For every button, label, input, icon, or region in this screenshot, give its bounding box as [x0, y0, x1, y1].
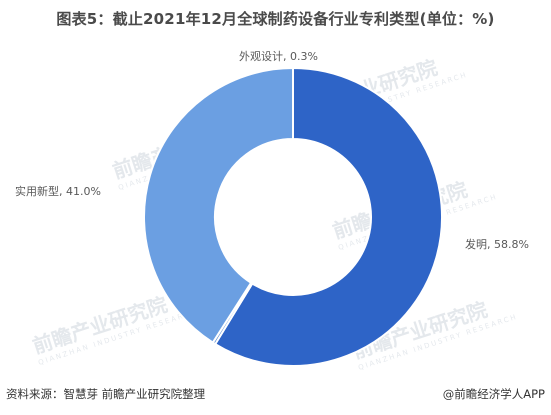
chart-title: 图表5：截止2021年12月全球制药设备行业专利类型(单位：%) [56, 10, 495, 28]
label-invention: 发明, 58.8% [465, 238, 529, 251]
label-design: 外观设计, 0.3% [239, 50, 318, 63]
donut-slice-invention [213, 66, 443, 367]
label-utility-model: 实用新型, 41.0% [15, 185, 101, 198]
footer: 资料来源：智慧芽 前瞻产业研究院整理 @前瞻经济学人APP [0, 386, 551, 406]
source-note: 资料来源：智慧芽 前瞻产业研究院整理 [6, 387, 206, 401]
brand-credit: @前瞻经济学人APP [442, 387, 545, 401]
donut-slice-utility-model [143, 66, 294, 344]
